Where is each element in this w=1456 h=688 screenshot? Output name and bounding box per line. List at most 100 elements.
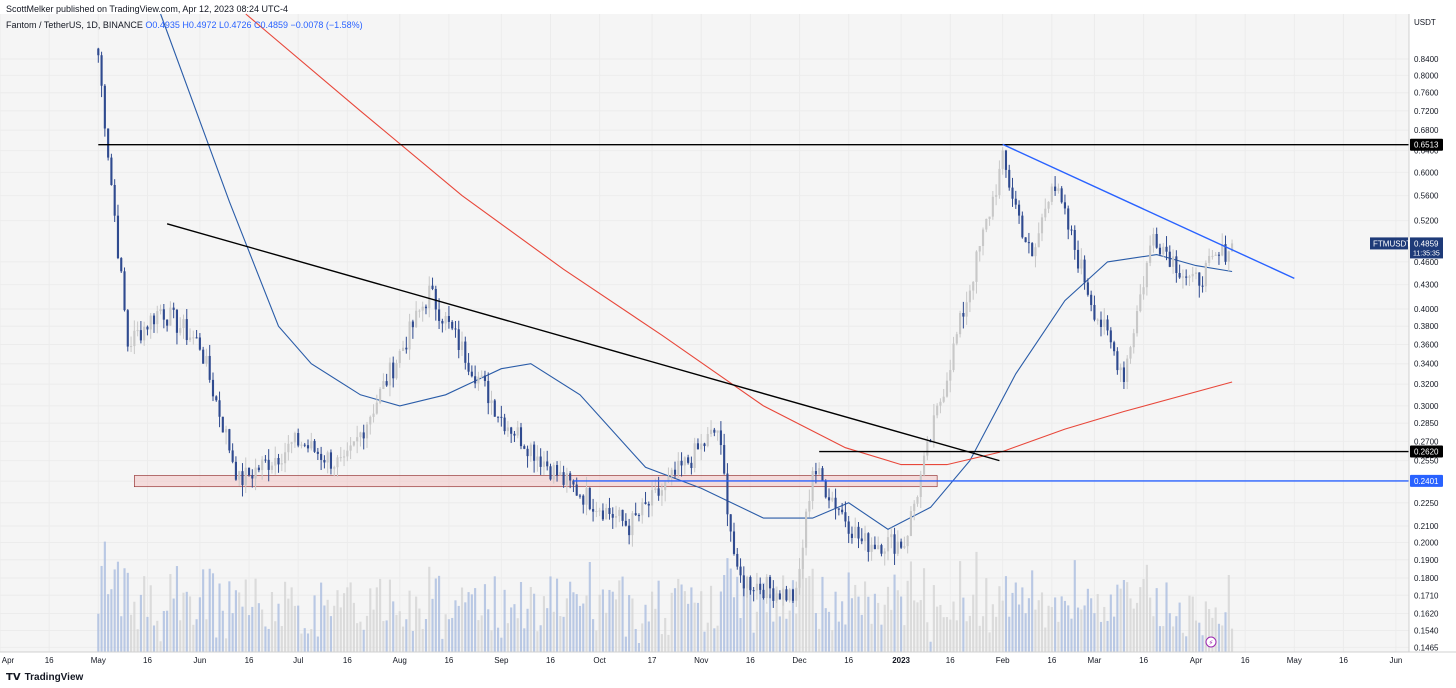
trendline	[166, 223, 1000, 462]
candle-body	[208, 355, 211, 380]
candle-body	[572, 480, 575, 485]
volume-bar	[497, 627, 500, 652]
volume-bar	[988, 632, 991, 652]
candle-body	[618, 509, 621, 517]
volume-bar	[644, 604, 647, 652]
candle-body	[782, 589, 785, 600]
volume-bar	[585, 595, 588, 652]
volume-bar	[549, 576, 552, 652]
volume-bar	[922, 568, 926, 652]
volume-bar	[955, 620, 958, 652]
candle-body	[342, 456, 346, 458]
y-tick-label: 0.3200	[1414, 380, 1439, 389]
volume-bar	[621, 576, 624, 652]
last-price-tag-bg	[1410, 237, 1443, 259]
y-tick-label: 0.1900	[1414, 556, 1439, 565]
volume-bar	[1004, 576, 1008, 652]
volume-bar	[510, 607, 513, 652]
candle-body	[1217, 254, 1221, 256]
candle-body	[837, 508, 840, 510]
volume-bar	[152, 625, 156, 652]
volume-bar	[159, 641, 162, 652]
price-tag-bg	[1410, 138, 1443, 151]
candle-body	[1211, 255, 1214, 257]
volume-bar	[873, 593, 876, 652]
volume-bar	[1083, 605, 1086, 652]
volume-bar	[709, 585, 713, 652]
volume-bar	[424, 619, 428, 652]
time-axis[interactable]: Apr 16 May 16 Jun 16 Jul 16 Aug 16 Sep 16 Oct 17 Nov 16…	[2, 656, 1403, 665]
volume-bar	[365, 615, 369, 652]
candle-body	[497, 416, 500, 418]
moving-average-line	[160, 13, 1233, 530]
volume-bar	[1162, 626, 1165, 652]
candle-body	[470, 371, 473, 377]
candle-body	[251, 475, 254, 479]
volume-bar	[578, 605, 582, 652]
alert-icon[interactable]: ⚡	[1205, 636, 1217, 648]
volume-bar	[415, 596, 418, 652]
candle-body	[392, 362, 395, 379]
volume-bar	[1132, 608, 1135, 652]
volume-bar	[195, 619, 198, 652]
volume-bar	[723, 575, 726, 652]
volume-bar	[1096, 594, 1099, 652]
y-tick-label: 0.1465	[1414, 643, 1439, 652]
volume-bar	[1047, 605, 1050, 652]
candle-body	[159, 309, 162, 312]
candle-body	[424, 306, 428, 309]
price-change: −0.0078 (−1.58%)	[290, 20, 363, 30]
candle-body	[952, 343, 955, 371]
y-tick-label: 0.1800	[1414, 574, 1439, 583]
volume-bar	[909, 561, 912, 652]
volume-bar	[123, 568, 126, 652]
candle-body	[408, 321, 411, 350]
y-tick-label: 0.3600	[1414, 340, 1439, 349]
x-tick-label: 16	[546, 656, 555, 665]
volume-bar	[775, 586, 778, 652]
candle-body	[267, 459, 270, 470]
volume-bar	[890, 609, 893, 652]
candle-body	[1162, 246, 1165, 255]
y-tick-label: 0.3000	[1414, 402, 1439, 411]
volume-bar	[755, 611, 758, 652]
volume-bar	[687, 603, 690, 652]
candle-body	[126, 310, 129, 347]
volume-bar	[818, 628, 821, 652]
candle-body	[1047, 201, 1050, 209]
volume-bar	[149, 585, 152, 652]
volume-bar	[202, 569, 205, 652]
volume-bar	[342, 593, 346, 652]
candle-body	[700, 443, 703, 450]
candle-body	[500, 416, 503, 418]
volume-bar	[405, 619, 408, 652]
candle-body	[755, 583, 758, 591]
candle-body	[667, 476, 670, 482]
volume-bar	[768, 594, 772, 652]
price-tag-label: 0.2401	[1414, 477, 1439, 486]
candle-body	[415, 310, 418, 328]
candle-body	[388, 362, 391, 386]
volume-bar	[238, 592, 241, 652]
candle-body	[932, 415, 935, 442]
x-tick-label: Nov	[694, 656, 708, 665]
candle-body	[1004, 150, 1008, 170]
volume-bar	[1211, 617, 1214, 652]
symbol-legend[interactable]: Fantom / TetherUS, 1D, BINANCE O0.4935 H…	[6, 20, 363, 30]
candle-body	[936, 405, 939, 416]
volume-bar	[1165, 582, 1168, 652]
candle-body	[1119, 367, 1122, 371]
candle-body	[293, 433, 296, 443]
volume-bar	[205, 619, 208, 652]
candlesticks	[97, 47, 1234, 608]
candle-body	[906, 535, 909, 547]
volume-bar	[827, 611, 831, 652]
candle-body	[454, 328, 457, 330]
y-tick-label: 0.4300	[1414, 281, 1439, 290]
candle-body	[673, 469, 677, 475]
candle-body	[1014, 198, 1017, 205]
candle-body	[1230, 243, 1234, 252]
volume-bar	[736, 576, 739, 652]
volume-bar	[651, 591, 654, 652]
